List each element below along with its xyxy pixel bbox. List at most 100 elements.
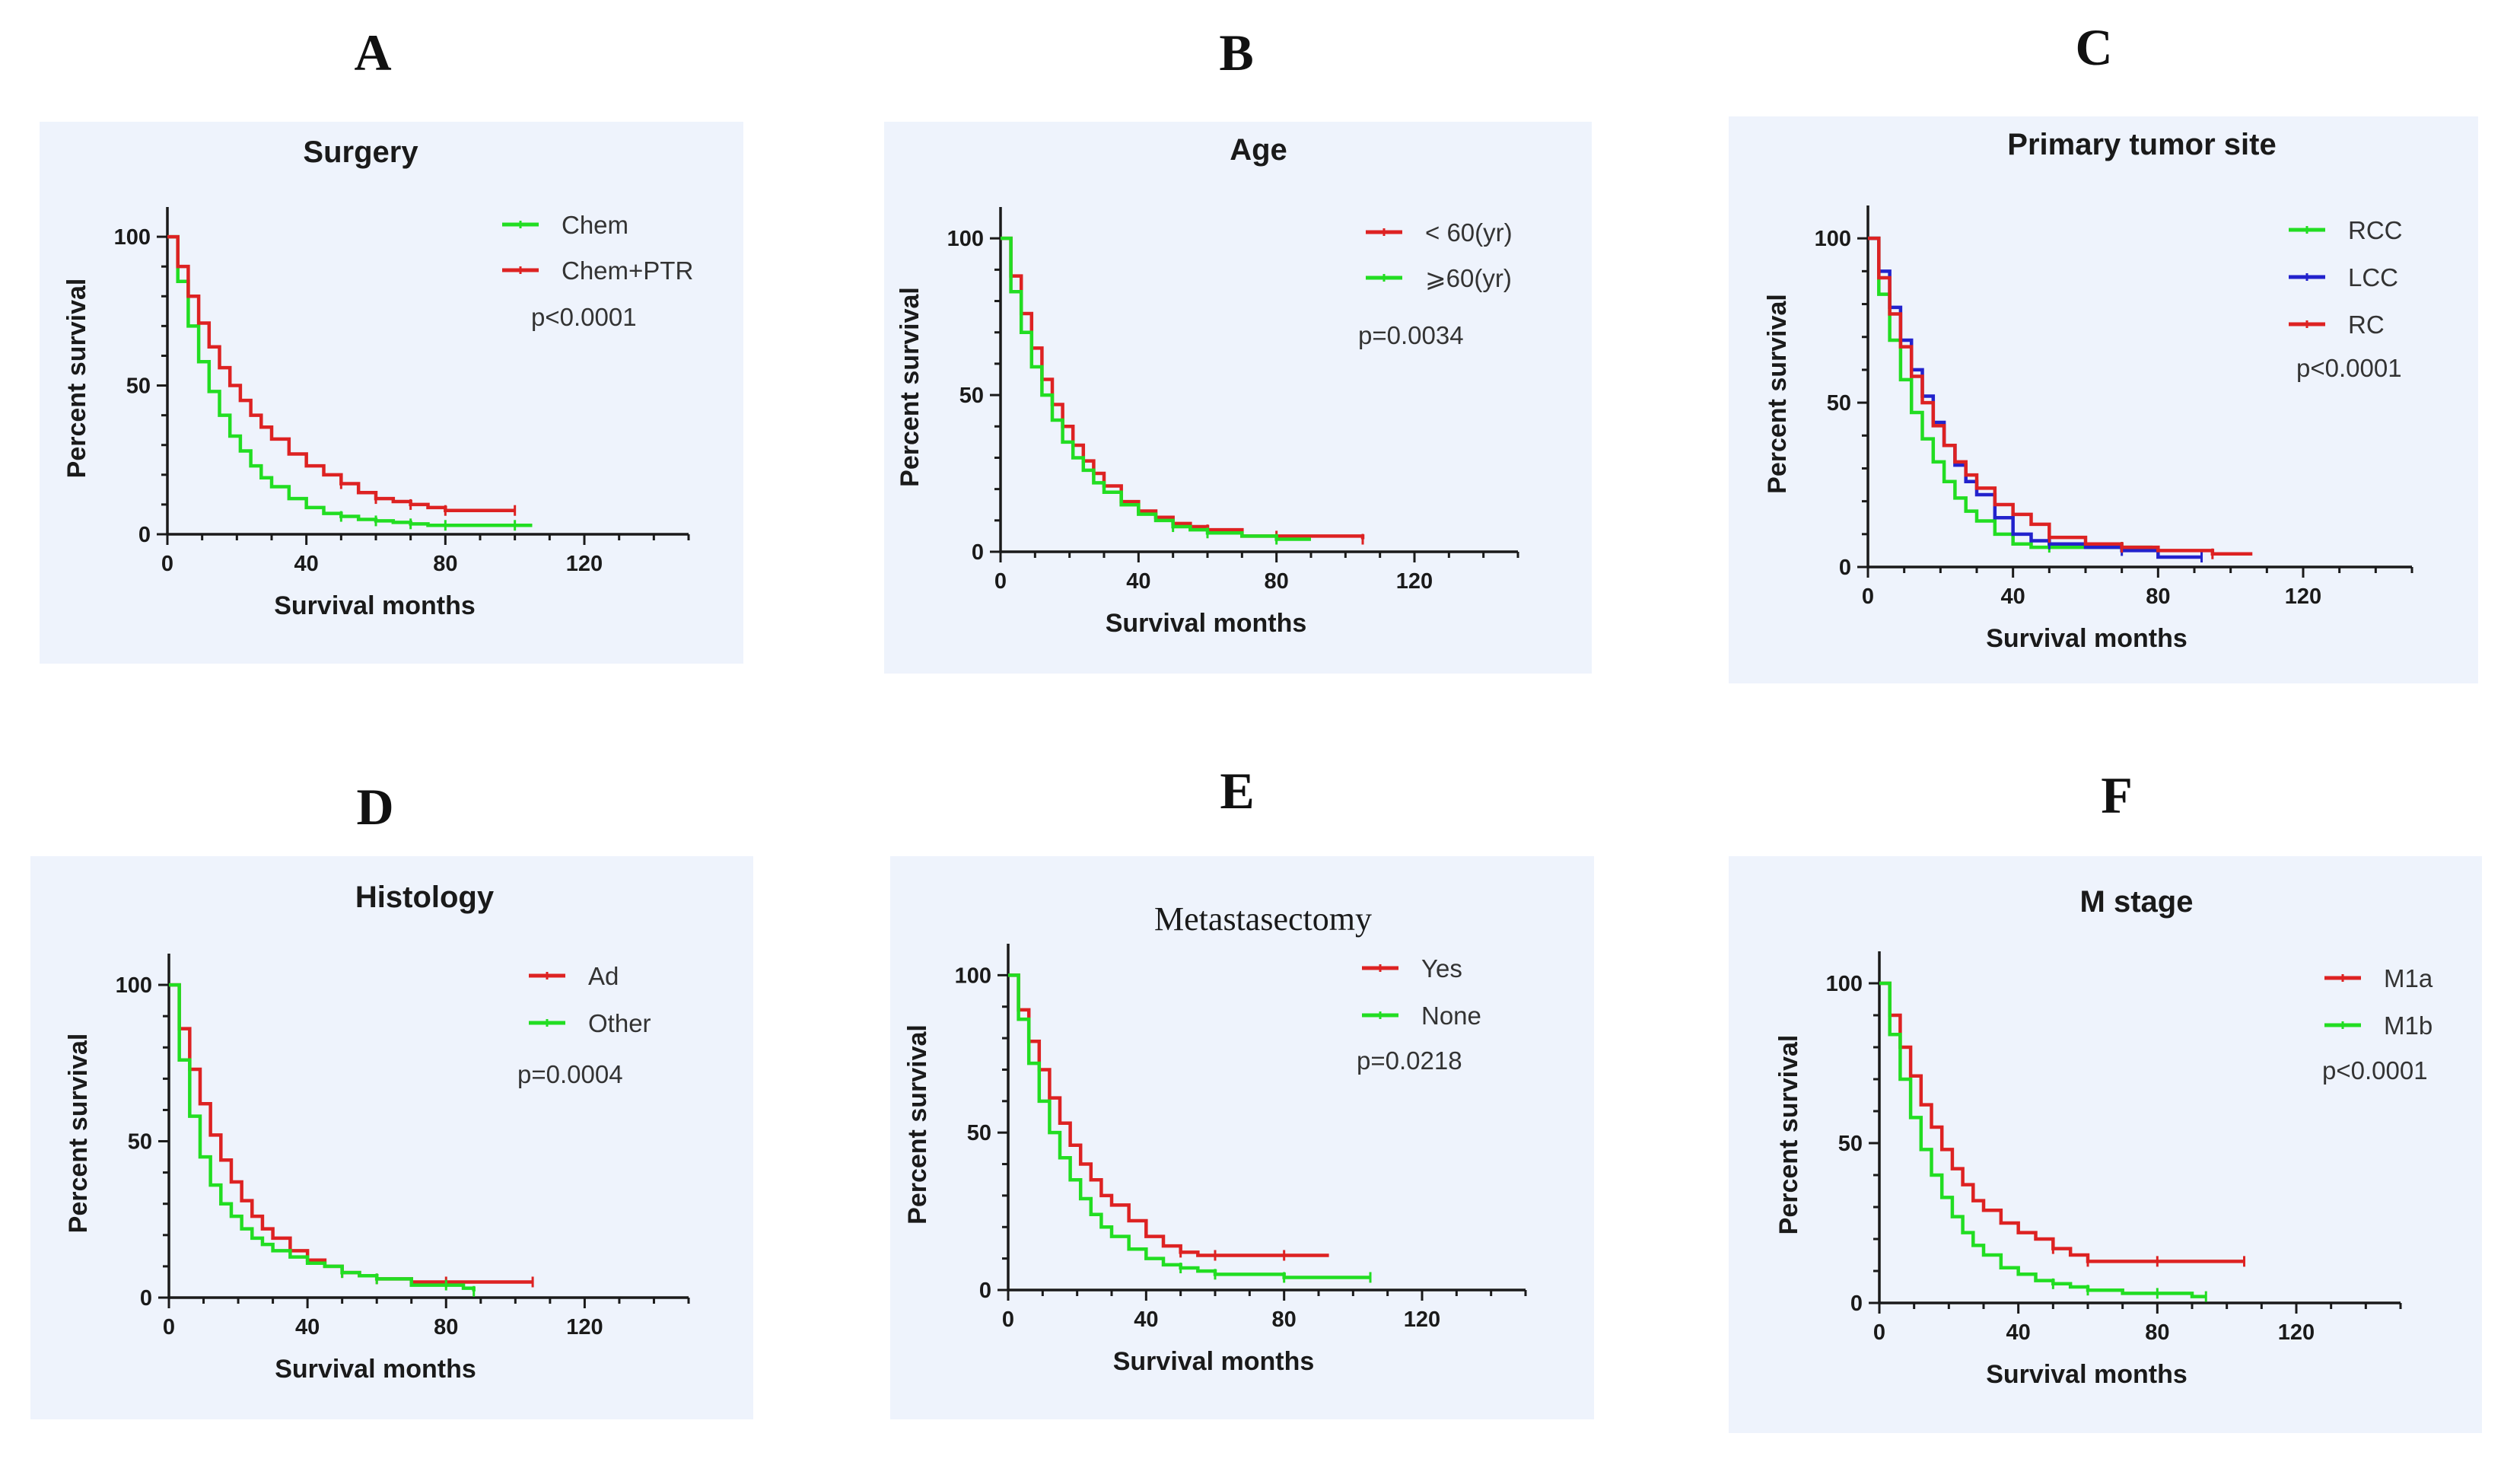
x-tick-label-c: 80 [2146,584,2170,609]
chart-title-f: M stage [2080,885,2194,919]
x-axis-label-e: Survival months [1113,1347,1315,1376]
panel-letter-b: B [1219,24,1253,81]
y-tick-label-e: 0 [979,1279,991,1303]
y-axis-label-a: Percent survival [62,279,91,479]
legend-label-c-2: LCC [2348,263,2398,291]
x-tick-label-a: 0 [161,552,173,576]
x-tick-label-b: 0 [994,569,1007,594]
legend-label-b-1: < 60(yr) [1425,218,1513,247]
legend-label-d-1: Ad [588,962,619,990]
legend-label-b-2: ⩾60(yr) [1425,264,1512,292]
y-tick-label-c: 0 [1839,556,1851,580]
x-tick-label-d: 120 [566,1315,603,1339]
panel-letter-e: E [1220,762,1254,820]
chart-title-d: Histology [355,881,495,914]
series-line-d-2 [169,983,476,1292]
legend-label-e-1: Yes [1421,954,1462,983]
panel-a-background [40,122,743,664]
y-tick-label-d: 50 [128,1130,152,1155]
legend-label-c-3: RC [2348,311,2385,339]
x-tick-label-d: 80 [434,1315,458,1339]
series-line-f-1 [1879,981,2245,1263]
y-tick-label-c: 100 [1815,227,1851,251]
panel-d: Histology 0 40 80 120 0 50 100 Survival months Pe… [30,856,753,1419]
x-axis-label-c: Survival months [1986,624,2188,653]
series-line-e-2 [1008,973,1370,1279]
y-axis-label-b: Percent survival [896,287,924,487]
panel-letter-d: D [356,778,393,836]
chart-title-b: Age [1230,133,1287,167]
x-tick-label-e: 0 [1002,1308,1014,1332]
p-value-f: p<0.0001 [2322,1056,2428,1085]
panel-c: Primary tumor site 0 40 80 120 0 50 100 Survival… [1729,116,2478,683]
panel-letter-c: C [2075,18,2112,76]
y-tick-label-d: 0 [140,1286,152,1311]
legend-label-d-2: Other [588,1009,651,1037]
y-tick-label-d: 100 [116,973,152,998]
x-axis-label-b: Survival months [1106,609,1307,638]
legend-label-f-2: M1b [2384,1011,2432,1040]
x-tick-label-b: 40 [1126,569,1150,594]
legend-label-a-2: Chem+PTR [562,256,693,285]
legend-label-c-1: RCC [2348,216,2403,244]
x-tick-label-f: 0 [1873,1320,1885,1345]
y-axis-label-d: Percent survival [64,1034,93,1234]
panel-b-background [884,122,1592,674]
chart-title-a: Surgery [303,135,418,169]
x-tick-label-e: 80 [1272,1308,1297,1332]
panel-e-background [890,856,1594,1419]
p-value-b: p=0.0034 [1358,321,1464,349]
p-value-a: p<0.0001 [531,303,637,331]
y-tick-label-f: 0 [1850,1292,1863,1316]
p-value-e: p=0.0218 [1357,1046,1462,1075]
y-tick-label-b: 50 [959,384,984,408]
y-tick-label-a: 50 [126,374,151,399]
y-tick-label-c: 50 [1827,391,1851,416]
x-tick-label-c: 120 [2285,584,2321,609]
panel-b: Age 0 40 80 120 0 50 100 Survival months Percent … [884,122,1592,674]
x-axis-label-f: Survival months [1986,1360,2188,1389]
series-line-b-2 [1001,236,1311,541]
x-tick-label-b: 120 [1396,569,1433,594]
y-tick-label-e: 100 [955,964,991,988]
p-value-d: p=0.0004 [517,1060,623,1088]
x-tick-label-c: 0 [1862,584,1874,609]
legend-label-f-1: M1a [2384,964,2433,992]
series-line-e-1 [1008,973,1329,1257]
x-tick-label-e: 40 [1134,1308,1158,1332]
p-value-c: p<0.0001 [2296,354,2402,382]
x-axis-label-d: Survival months [275,1355,476,1384]
panel-d-background [30,856,753,1419]
x-tick-label-a: 40 [294,552,319,576]
y-tick-label-f: 50 [1838,1132,1863,1156]
series-line-c-3 [1868,236,2253,556]
x-tick-label-b: 80 [1265,569,1289,594]
x-tick-label-f: 120 [2278,1320,2315,1345]
panel-e: Metastasectomy 0 40 80 120 0 50 100 Survival mon… [890,856,1594,1419]
y-axis-label-f: Percent survival [1774,1035,1803,1235]
x-tick-label-d: 0 [163,1315,175,1339]
panel-letter-f: F [2101,766,2133,824]
y-axis-label-c: Percent survival [1763,294,1792,494]
chart-title-c: Primary tumor site [2007,128,2276,161]
x-tick-label-e: 120 [1404,1308,1440,1332]
x-tick-label-f: 80 [2145,1320,2169,1345]
y-axis-label-e: Percent survival [903,1024,932,1225]
panel-letter-a: A [354,24,391,81]
panel-f-background [1729,856,2482,1433]
y-tick-label-f: 100 [1826,972,1863,996]
x-tick-label-d: 40 [295,1315,320,1339]
panel-a: Surgery 0 40 80 120 0 50 100 Survival months Perc… [40,122,743,664]
x-tick-label-c: 40 [2001,584,2025,609]
panel-f: M stage 0 40 80 120 0 50 100 Survival months Perc… [1729,856,2482,1433]
x-axis-label-a: Survival months [274,591,476,620]
legend-label-e-2: None [1421,1002,1481,1030]
chart-title-e: Metastasectomy [1154,900,1372,938]
legend-label-a-1: Chem [562,211,628,239]
y-tick-label-a: 0 [138,523,151,547]
y-tick-label-b: 0 [972,540,984,565]
y-tick-label-b: 100 [947,227,984,251]
x-tick-label-f: 40 [2006,1320,2031,1345]
x-tick-label-a: 120 [566,552,603,576]
